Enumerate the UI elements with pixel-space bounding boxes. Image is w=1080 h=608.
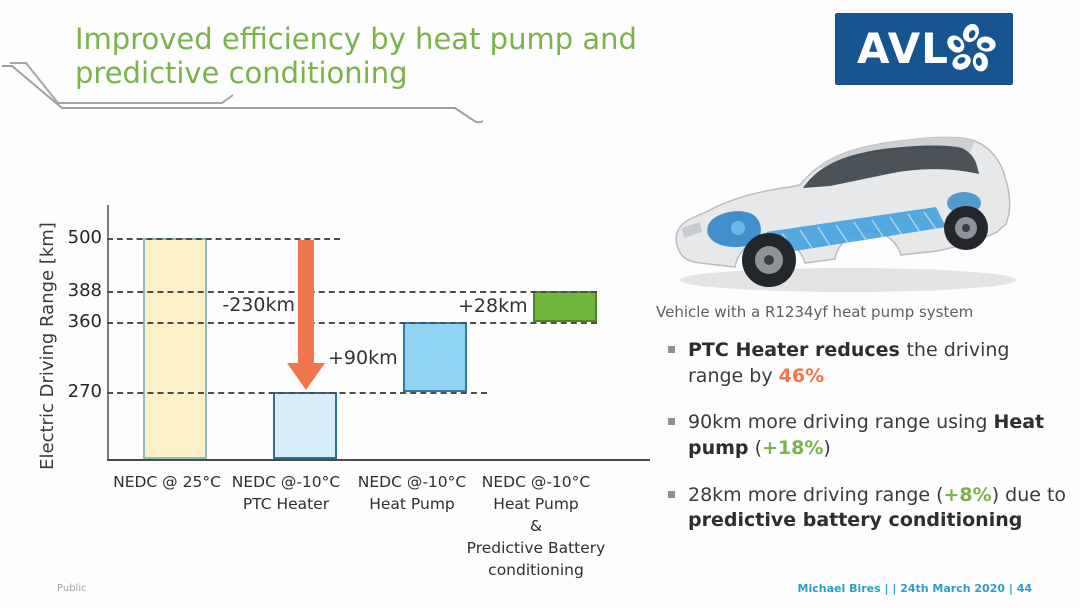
gridline-500	[107, 238, 340, 240]
y-axis-line	[107, 205, 109, 459]
bar-nedc-25c	[143, 238, 207, 459]
decrease-arrow-head	[287, 363, 325, 390]
bullet-square-icon	[668, 418, 675, 426]
vehicle-caption: Vehicle with a R1234yf heat pump system	[656, 303, 974, 321]
driving-range-chart: Electric Driving Range [km] 500 388 360 …	[20, 195, 670, 580]
vehicle-cutaway-image	[675, 136, 1016, 292]
delta-label-plus-90km: +90km	[328, 347, 398, 369]
decrease-arrow	[298, 240, 314, 364]
bullet-square-icon	[668, 490, 675, 498]
bullet-item-ptc-heater: PTC Heater reduces the driving range by …	[668, 338, 1068, 389]
bar-nedc-minus10c-heat-pump	[403, 322, 467, 392]
avl-pinwheel-icon	[947, 23, 996, 72]
gridline-360	[107, 322, 597, 324]
category-label-ptc-heater: NEDC @-10°C PTC Heater	[231, 473, 341, 513]
bullet-item-heat-pump: 90km more driving range using Heat pump …	[668, 410, 1068, 461]
bullet-list: PTC Heater reduces the driving range by …	[668, 338, 1068, 555]
x-axis-line	[107, 459, 650, 461]
bar-nedc-minus10c-ptc-heater	[273, 392, 337, 459]
gridline-270	[107, 392, 487, 394]
bullet-text: PTC Heater reduces the driving range by …	[688, 339, 1010, 387]
bullet-item-predictive-conditioning: 28km more driving range (+8%) due to pre…	[668, 483, 1068, 534]
y-axis-title: Electric Driving Range [km]	[37, 222, 58, 470]
category-label-nedc-25c: NEDC @ 25°C	[113, 473, 221, 491]
gridline-388	[107, 291, 597, 293]
delta-label-minus-230km: -230km	[222, 294, 295, 316]
bullet-square-icon	[668, 346, 675, 353]
category-label-predictive-battery: NEDC @-10°C Heat Pump & Predictive Batte…	[466, 473, 606, 579]
title-underline-decoration	[2, 62, 484, 124]
bar-nedc-minus10c-predictive-conditioning	[533, 291, 597, 322]
y-tick-500: 500	[67, 227, 102, 248]
bullet-text: 28km more driving range (+8%) due to pre…	[688, 483, 1067, 532]
footer-classification: Public	[57, 583, 87, 594]
footer-credits: Michael Bires | | 24th March 2020 | 44	[797, 582, 1032, 595]
category-label-heat-pump: NEDC @-10°C Heat Pump	[357, 473, 467, 513]
avl-logo: AVL	[835, 13, 1013, 85]
bullet-text: 90km more driving range using Heat pump …	[688, 411, 1045, 459]
delta-label-plus-28km: +28km	[458, 295, 528, 317]
slide-title: Improved efficiency by heat pump and pre…	[75, 22, 637, 91]
avl-logo-text: AVL	[857, 24, 949, 73]
y-tick-388: 388	[67, 280, 102, 301]
y-tick-360: 360	[67, 311, 102, 332]
y-tick-270: 270	[67, 381, 102, 402]
